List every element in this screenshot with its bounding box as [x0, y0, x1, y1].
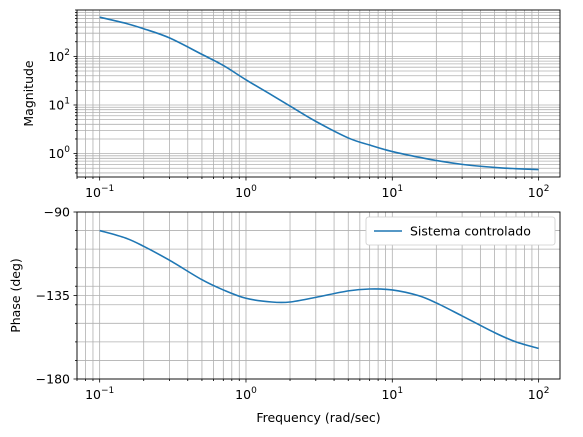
phase-series-line	[99, 229, 539, 350]
magnitude-plot-frame	[76, 9, 561, 178]
x-tick-label: 10−1	[85, 184, 114, 200]
magnitude-y-axis-label: Magnitude	[21, 60, 36, 127]
x-tick-label: 100	[235, 386, 257, 402]
x-tick-label: 101	[381, 184, 403, 200]
phase-plot-frame	[76, 211, 561, 380]
legend-label: Sistema controlado	[410, 224, 531, 239]
x-tick-label: 102	[528, 184, 550, 200]
legend: Sistema controlado	[365, 216, 556, 246]
magnitude-series-line	[99, 16, 539, 171]
x-tick-label: 10−1	[85, 386, 114, 402]
phase-grid	[73, 211, 560, 383]
phase-panel: 10−1 100 101 102 −90 −135 −180 Phase (deg) Frequ…	[8, 205, 561, 425]
y-tick-label: 100	[48, 145, 70, 161]
magnitude-panel: 10−1 100 101 102 100 101 102 Magnitude	[21, 9, 561, 200]
magnitude-grid	[73, 9, 560, 181]
y-tick-label: 101	[48, 96, 70, 112]
y-tick-label: −135	[36, 288, 70, 303]
legend-box	[365, 216, 556, 246]
x-tick-label: 100	[235, 184, 257, 200]
x-tick-label: 102	[528, 386, 550, 402]
y-tick-label: 102	[48, 48, 70, 64]
phase-y-axis-label: Phase (deg)	[8, 258, 23, 333]
y-tick-label: −90	[44, 205, 70, 220]
phase-x-axis-label: Frequency (rad/sec)	[256, 410, 380, 425]
y-tick-label: −180	[36, 372, 70, 387]
x-tick-label: 101	[381, 386, 403, 402]
